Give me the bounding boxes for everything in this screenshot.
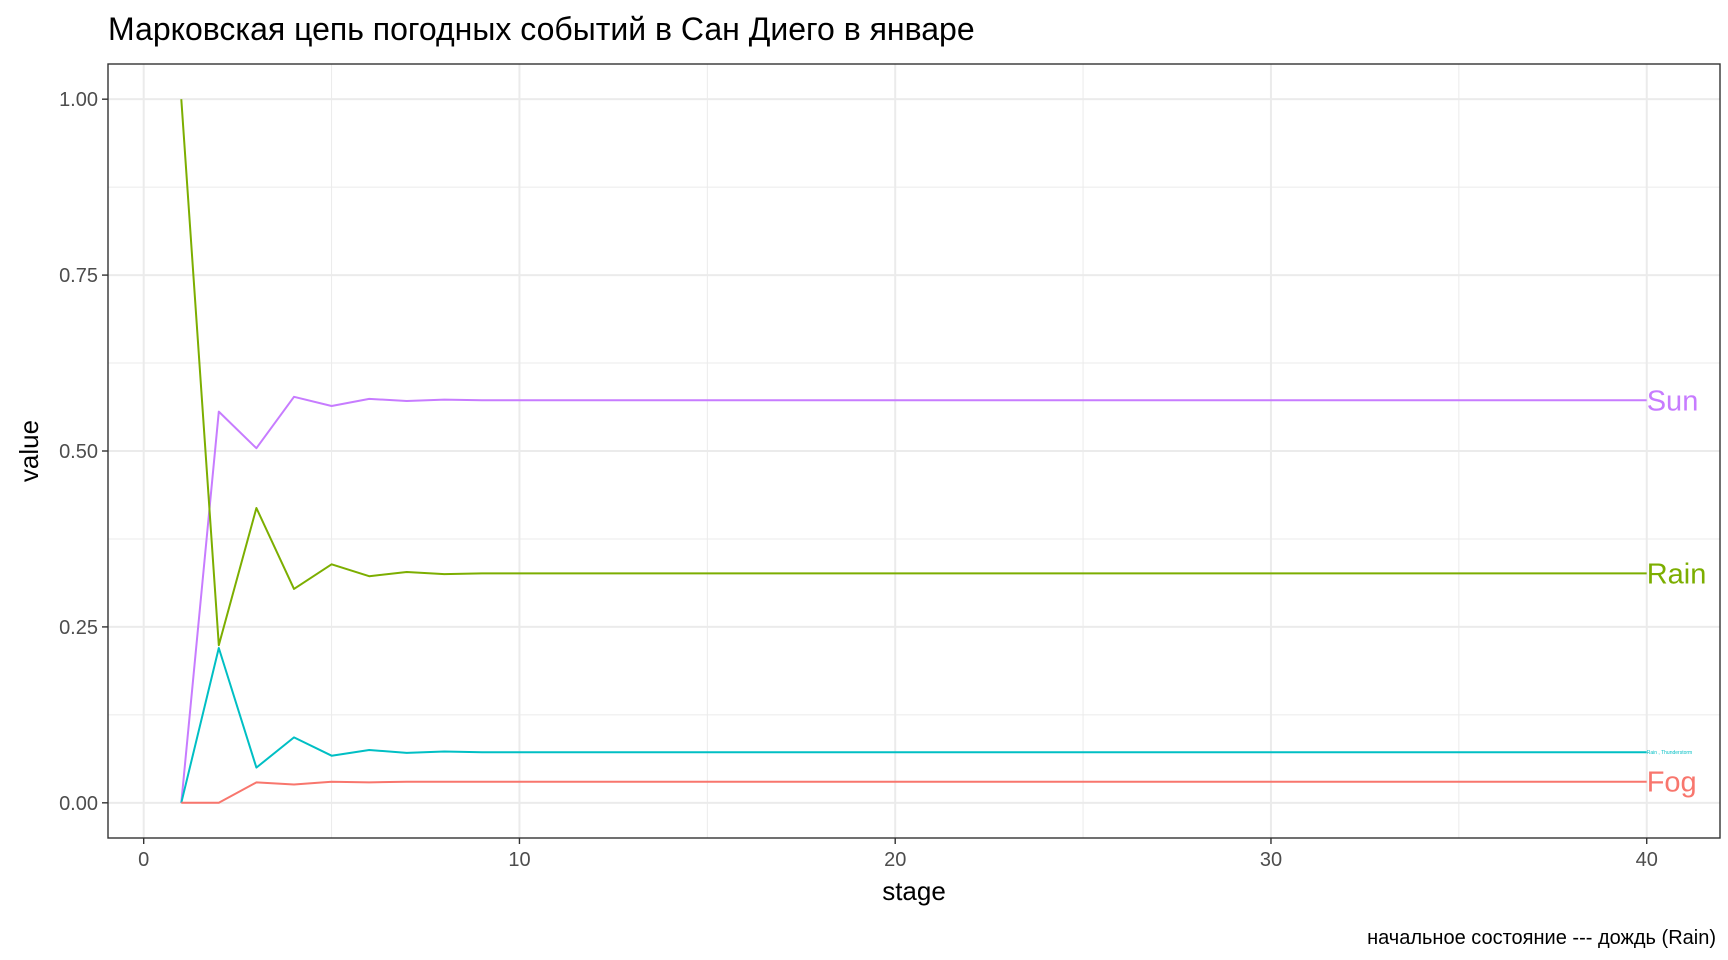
- y-tick-label: 1.00: [59, 89, 98, 111]
- grid-layer: [108, 64, 1720, 838]
- series-line-rain-thunderstorm: [180, 647, 1647, 804]
- y-axis-title: value: [14, 420, 44, 482]
- x-tick-label: 30: [1260, 849, 1282, 871]
- x-tick-label: 0: [138, 849, 149, 871]
- axis-layer: 0 10 20 30 40 0.00 0.25 0.50 0.75 1.00: [59, 89, 1658, 871]
- y-tick-label: 0.50: [59, 441, 98, 463]
- series-line-sun: [180, 395, 1647, 803]
- series-line-rain: [180, 99, 1647, 647]
- chart-title: Марковская цепь погодных событий в Сан Д…: [108, 11, 975, 47]
- series-label-sun: Sun: [1647, 385, 1699, 417]
- y-tick-label: 0.00: [59, 793, 98, 815]
- series-label-rain-thunderstorm: Rain , Thunderstorm: [1647, 750, 1692, 756]
- y-tick-label: 0.25: [59, 617, 98, 639]
- x-tick-label: 10: [508, 849, 530, 871]
- x-axis-title: stage: [882, 876, 946, 906]
- chart-caption: начальное состояние --- дождь (Rain): [1367, 927, 1716, 949]
- series-label-rain: Rain: [1647, 558, 1707, 590]
- series-label-fog: Fog: [1647, 767, 1697, 799]
- x-tick-label: 20: [884, 849, 906, 871]
- series-labels-layer: Sun Rain Rain , Thunderstorm Fog: [1647, 385, 1707, 798]
- y-tick-label: 0.75: [59, 265, 98, 287]
- series-layer: [180, 99, 1647, 804]
- x-tick-label: 40: [1636, 849, 1658, 871]
- series-line-fog: [181, 780, 1647, 804]
